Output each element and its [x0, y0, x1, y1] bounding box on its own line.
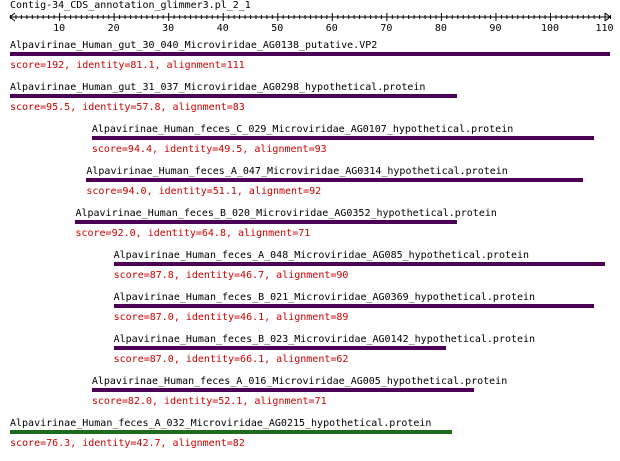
hit-name-label[interactable]: Alpavirinae_Human_feces_A_016_Microvirid…	[91, 376, 508, 387]
ruler-tick-label: 70	[380, 23, 392, 34]
hit-alignment-bar[interactable]	[10, 52, 610, 56]
hit-stats-label: score=87.8, identity=46.7, alignment=90	[113, 270, 349, 281]
hit-name-label[interactable]: Alpavirinae_Human_feces_B_021_Microvirid…	[113, 292, 536, 303]
ruler-tick-label: 110	[596, 23, 614, 34]
ruler-tick-label: 100	[541, 23, 559, 34]
ruler-tick-label: 10	[53, 23, 65, 34]
hit-alignment-bar[interactable]	[75, 220, 458, 224]
ruler-tick-label: 50	[271, 23, 283, 34]
hit-alignment-bar[interactable]	[113, 262, 605, 266]
hit-stats-label: score=92.0, identity=64.8, alignment=71	[75, 228, 311, 239]
contig-title: Contig-34_CDS_annotation_glimmer3.pl_2_1	[10, 0, 251, 11]
hit-stats-label: score=87.0, identity=46.1, alignment=89	[113, 312, 349, 323]
hit-name-label[interactable]: Alpavirinae_Human_feces_A_047_Microvirid…	[86, 166, 508, 177]
hit-alignment-bar[interactable]	[10, 430, 452, 434]
hit-stats-label: score=87.0, identity=66.1, alignment=62	[113, 354, 349, 365]
hit-name-label[interactable]: Alpavirinae_Human_feces_B_020_Microvirid…	[75, 208, 497, 219]
ruler-tick-label: 40	[217, 23, 229, 34]
hit-stats-label: score=76.3, identity=42.7, alignment=82	[10, 438, 245, 449]
hit-stats-label: score=94.4, identity=49.5, alignment=93	[91, 144, 327, 155]
ruler-tick-label: 80	[435, 23, 447, 34]
hit-alignment-bar[interactable]	[113, 346, 447, 350]
hit-stats-label: score=94.0, identity=51.1, alignment=92	[86, 186, 322, 197]
hit-alignment-bar[interactable]	[91, 388, 474, 392]
hit-name-label[interactable]: Alpavirinae_Human_feces_B_023_Microvirid…	[113, 334, 536, 345]
ruler-tick-label: 20	[108, 23, 120, 34]
hit-name-label[interactable]: Alpavirinae_Human_feces_C_029_Microvirid…	[91, 124, 514, 135]
hit-name-label[interactable]: Alpavirinae_Human_feces_A_048_Microvirid…	[113, 250, 530, 261]
position-ruler: 10 20 30 40 50 60 70 80 90 100 110	[9, 12, 614, 34]
hit-name-label[interactable]: Alpavirinae_Human_feces_A_032_Microvirid…	[10, 418, 432, 429]
ruler-tick-label: 30	[162, 23, 174, 34]
hit-stats-label: score=82.0, identity=52.1, alignment=71	[91, 396, 327, 407]
hit-alignment-bar[interactable]	[91, 136, 594, 140]
hit-name-label[interactable]: Alpavirinae_Human_gut_31_037_Microvirida…	[10, 82, 426, 93]
ruler-tick-label: 60	[326, 23, 338, 34]
ruler-tick-label: 90	[489, 23, 501, 34]
hit-alignment-bar[interactable]	[10, 94, 458, 98]
hit-name-label[interactable]: Alpavirinae_Human_gut_30_040_Microvirida…	[10, 40, 378, 51]
hit-stats-label: score=192, identity=81.1, alignment=111	[10, 60, 245, 71]
hit-stats-label: score=95.5, identity=57.8, alignment=83	[10, 102, 245, 113]
hit-alignment-bar[interactable]	[86, 178, 583, 182]
hit-alignment-bar[interactable]	[113, 304, 594, 308]
